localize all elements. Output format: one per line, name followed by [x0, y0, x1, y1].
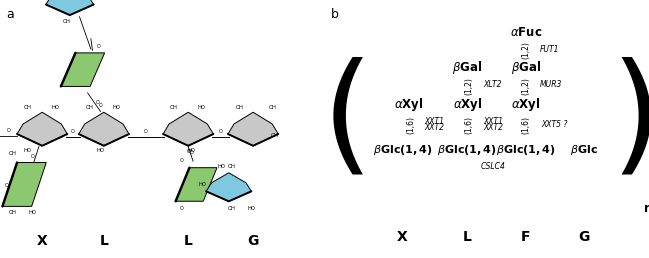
Text: XLT2: XLT2 [483, 80, 502, 89]
Text: HO: HO [247, 206, 256, 211]
Polygon shape [79, 112, 129, 146]
Text: OH: OH [23, 105, 32, 110]
Text: O: O [187, 149, 191, 154]
Polygon shape [206, 173, 251, 201]
Text: HO: HO [217, 164, 226, 170]
Text: OH: OH [271, 133, 279, 138]
Text: n: n [644, 203, 649, 215]
Text: OH: OH [236, 105, 244, 110]
Text: OH: OH [9, 151, 17, 156]
Text: ): ) [610, 57, 649, 183]
Text: HO: HO [97, 148, 104, 153]
Text: $\beta$$\bf{Glc}$$\bf{(1,4)}$: $\beta$$\bf{Glc}$$\bf{(1,4)}$ [437, 143, 497, 157]
Text: MUR3: MUR3 [540, 80, 562, 89]
Text: L: L [184, 234, 193, 248]
Text: HO: HO [198, 182, 206, 187]
Text: O: O [71, 128, 75, 134]
Text: $\beta$$\bf{Gal}$: $\beta$$\bf{Gal}$ [452, 59, 482, 76]
Text: O: O [219, 128, 223, 134]
Text: XXT1: XXT1 [483, 117, 503, 126]
Text: $\alpha$$\bf{Xyl}$: $\alpha$$\bf{Xyl}$ [452, 96, 482, 113]
Text: (1,2): (1,2) [522, 41, 531, 59]
Text: O: O [97, 44, 101, 49]
Text: b: b [331, 8, 339, 21]
Text: OH: OH [62, 19, 71, 24]
Text: OH: OH [269, 105, 276, 110]
Text: O: O [180, 206, 184, 211]
Polygon shape [228, 112, 278, 146]
Text: O: O [5, 183, 8, 188]
Text: O: O [31, 154, 34, 159]
Text: G: G [247, 234, 259, 248]
Polygon shape [3, 163, 46, 206]
Text: O: O [180, 158, 184, 163]
Polygon shape [46, 0, 93, 15]
Text: (1,6): (1,6) [406, 116, 415, 134]
Text: XXT2: XXT2 [424, 124, 445, 132]
Text: OH: OH [228, 164, 236, 170]
Text: O: O [95, 100, 99, 105]
Text: OH: OH [9, 210, 17, 215]
Text: HO: HO [23, 148, 32, 153]
Text: (: ( [321, 57, 373, 183]
Text: X: X [397, 230, 408, 244]
Text: OH: OH [228, 206, 236, 211]
Text: $\beta$$\bf{Glc}$: $\beta$$\bf{Glc}$ [570, 143, 598, 157]
Text: $\beta$$\bf{Glc}$$\bf{(1,4)}$: $\beta$$\bf{Glc}$$\bf{(1,4)}$ [496, 143, 556, 157]
Text: $\beta$$\bf{Gal}$: $\beta$$\bf{Gal}$ [511, 59, 541, 76]
Polygon shape [176, 168, 217, 201]
Text: (1,2): (1,2) [522, 77, 531, 95]
Text: $\beta$$\bf{Glc}$$\bf{(1,4)}$: $\beta$$\bf{Glc}$$\bf{(1,4)}$ [373, 143, 432, 157]
Text: HO: HO [188, 148, 195, 153]
Text: HO: HO [29, 210, 36, 215]
Text: G: G [578, 230, 590, 244]
Text: XXT5 ?: XXT5 ? [541, 120, 567, 129]
Text: OH: OH [169, 105, 178, 110]
Text: FUT1: FUT1 [540, 45, 560, 53]
Text: $\alpha$$\bf{Fuc}$: $\alpha$$\bf{Fuc}$ [509, 26, 542, 39]
Text: HO: HO [113, 105, 121, 110]
Text: $\alpha$$\bf{Xyl}$: $\alpha$$\bf{Xyl}$ [394, 96, 424, 113]
Polygon shape [61, 53, 104, 86]
Text: (1,6): (1,6) [465, 116, 474, 134]
Text: HO: HO [197, 105, 205, 110]
Text: XXT2: XXT2 [483, 124, 503, 132]
Text: F: F [521, 230, 530, 244]
Text: $\alpha$$\bf{Xyl}$: $\alpha$$\bf{Xyl}$ [511, 96, 541, 113]
Text: O: O [190, 150, 193, 155]
Text: O: O [7, 128, 11, 133]
Text: OH: OH [85, 105, 93, 110]
Text: X: X [37, 234, 47, 248]
Polygon shape [163, 112, 214, 146]
Text: O: O [99, 103, 103, 108]
Polygon shape [17, 112, 67, 146]
Text: CSLC4: CSLC4 [481, 162, 506, 171]
Text: L: L [463, 230, 472, 244]
Text: L: L [99, 234, 108, 248]
Text: HO: HO [51, 105, 59, 110]
Text: XXT1: XXT1 [424, 117, 445, 126]
Text: (1,2): (1,2) [465, 77, 474, 95]
Text: (1,6): (1,6) [522, 116, 531, 134]
Text: O: O [144, 128, 148, 134]
Text: a: a [6, 8, 14, 21]
